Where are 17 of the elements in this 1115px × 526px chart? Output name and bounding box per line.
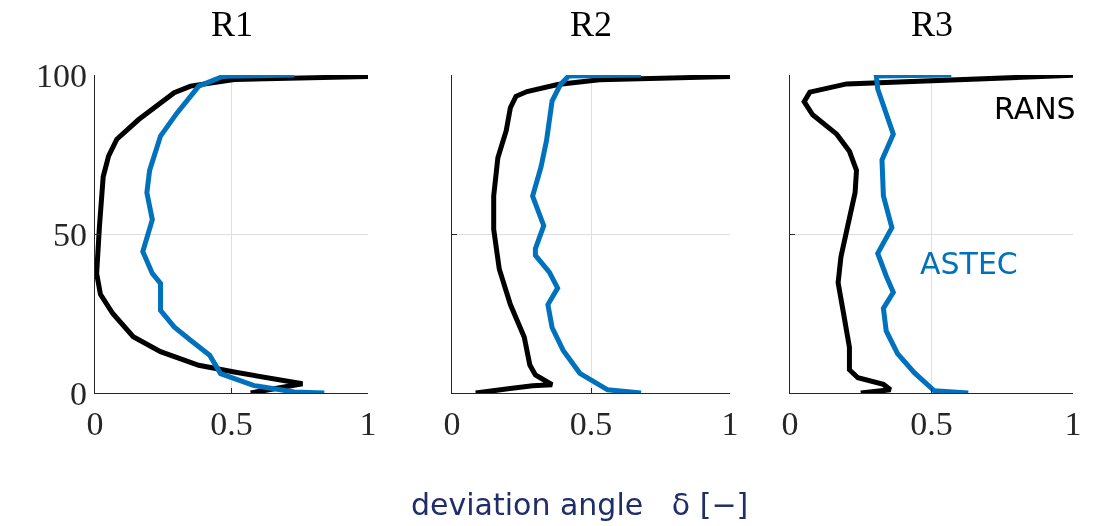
chart-title: R2 [570,4,613,44]
x-tick-label: 1 [359,404,377,442]
series-label: ASTEC [920,246,1018,281]
y-tick-label: 50 [53,215,88,253]
x-tick-label: 0.5 [210,404,253,442]
chart-title: R1 [211,4,254,44]
x-tick-label: 0.5 [569,404,613,442]
x-tick-label: 1 [1064,404,1082,442]
series-label: RANS [994,91,1076,126]
y-tick-label: 0 [70,374,88,412]
x-tick-label: 0.5 [910,404,953,442]
y-tick-label: 100 [36,56,88,94]
chart-title: R3 [911,4,954,44]
x-tick-label: 1 [721,404,739,442]
x-tick-label: 0 [443,404,461,442]
x-axis-title: deviation angle δ [−] [411,487,749,522]
x-tick-label: 0 [781,404,799,442]
